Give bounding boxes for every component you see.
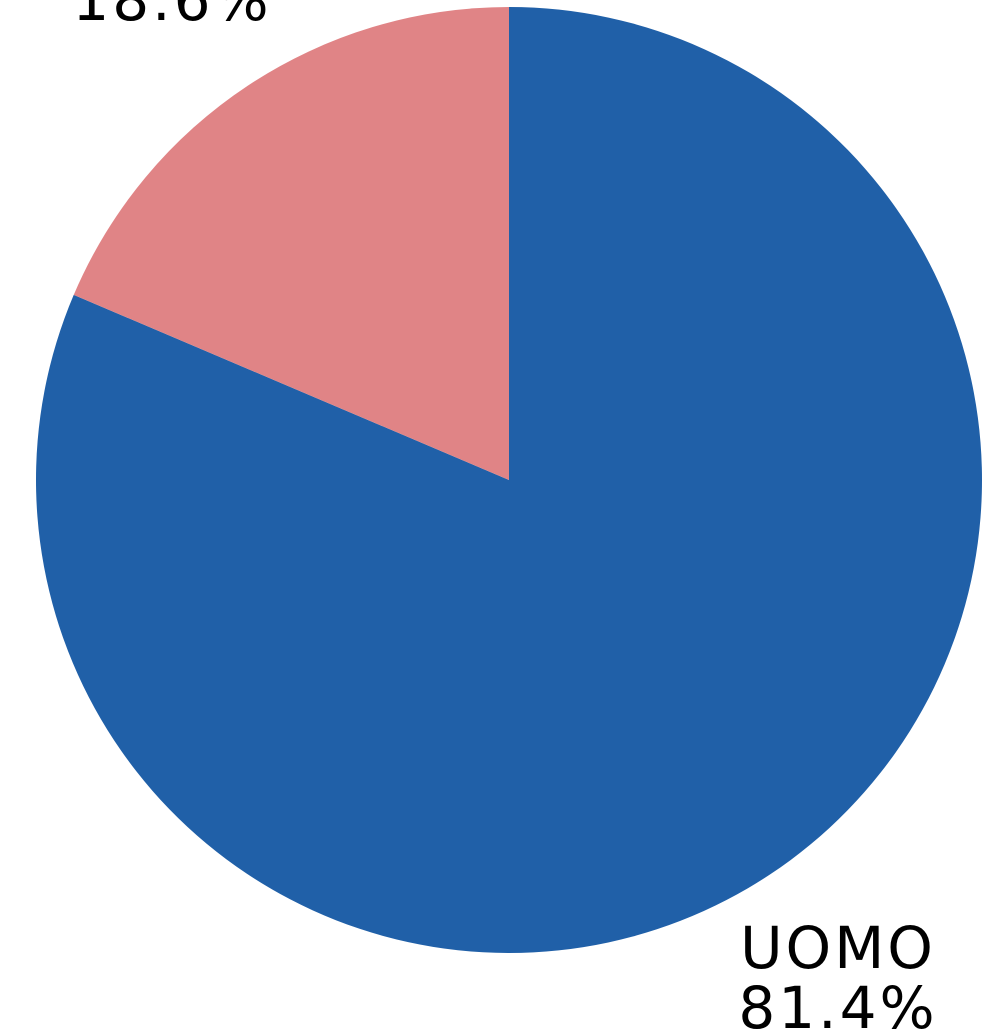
pie-slice-other xyxy=(73,7,509,480)
pie-slices xyxy=(35,7,982,954)
slice-value-label: 18.6% xyxy=(72,0,271,34)
slice-name-label: UOMO xyxy=(740,914,936,982)
slice-value-label: 81.4% xyxy=(738,974,937,1036)
pie-slice-uomo xyxy=(35,7,982,954)
